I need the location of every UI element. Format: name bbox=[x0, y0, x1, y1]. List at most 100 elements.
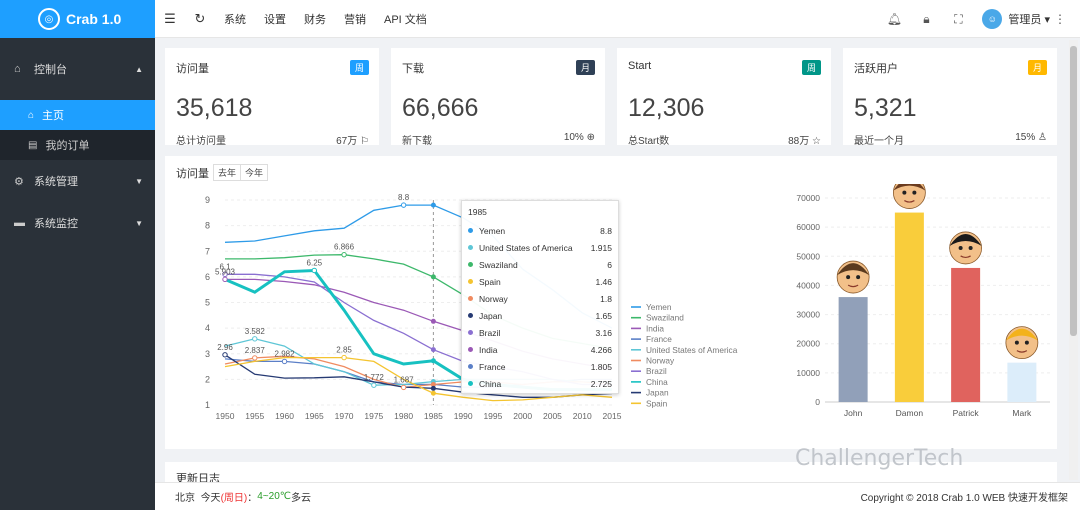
nav-link-marketing[interactable]: 营销 bbox=[344, 13, 366, 26]
sidebar-item-system-monitor[interactable]: ▬ 系统监控 ▼ bbox=[0, 202, 155, 244]
value-label-point bbox=[400, 384, 407, 391]
nav-link-api-docs[interactable]: API 文档 bbox=[384, 13, 427, 26]
avatar-face-icon bbox=[949, 231, 983, 265]
document-icon: ▤ bbox=[28, 139, 38, 151]
user-menu[interactable]: 管理员 ▾ bbox=[1008, 11, 1050, 27]
nav-link-system[interactable]: 系统 bbox=[224, 13, 246, 26]
stat-badge: 月 bbox=[575, 60, 595, 75]
bar[interactable] bbox=[951, 267, 981, 402]
fullscreen-icon[interactable]: ⛶ bbox=[954, 11, 963, 26]
download-icon: ⊕ bbox=[586, 132, 595, 143]
star-icon: ☆ bbox=[812, 136, 821, 147]
y-tick-label: 30000 bbox=[796, 310, 820, 320]
sidebar-item-label: 我的订单 bbox=[45, 140, 90, 152]
bar[interactable] bbox=[1007, 362, 1037, 402]
tooltip-dot bbox=[468, 313, 473, 318]
stat-right-text: 10% bbox=[563, 132, 584, 143]
tooltip-row: Japan 1.65 bbox=[468, 307, 612, 324]
sidebar-item-system-management[interactable]: ⚙ 系统管理 ▼ bbox=[0, 160, 155, 202]
tooltip-series-name: France bbox=[479, 361, 506, 372]
legend-label[interactable]: France bbox=[646, 334, 672, 344]
y-tick-label: 4 bbox=[205, 323, 210, 333]
legend-label[interactable]: India bbox=[646, 323, 664, 333]
chart-panel-title: 访问量 bbox=[176, 167, 209, 180]
series-point bbox=[430, 347, 436, 353]
sidebar-item-console[interactable]: ⌂ 控制台 ▲ bbox=[0, 38, 155, 100]
value-label: 6.1 bbox=[219, 262, 231, 271]
value-label-point bbox=[341, 354, 347, 361]
app-logo[interactable]: ◎ Crab 1.0 bbox=[0, 0, 155, 38]
sidebar-item-label: 系统监控 bbox=[34, 218, 78, 230]
lock-icon[interactable]: 🔒︎ bbox=[923, 11, 930, 26]
x-tick-label: 1955 bbox=[245, 411, 264, 421]
legend-label[interactable]: Spain bbox=[646, 398, 668, 408]
copyright-text: Copyright © 2018 Crab 1.0 WEB 快速开发框架 bbox=[860, 493, 1068, 504]
y-tick-label: 60000 bbox=[796, 222, 820, 232]
avatar-face-icon bbox=[836, 260, 870, 294]
value-label: 1.772 bbox=[364, 373, 385, 382]
bar[interactable] bbox=[838, 297, 868, 402]
crab-logo-icon: ◎ bbox=[38, 8, 60, 30]
bar[interactable] bbox=[894, 212, 924, 402]
x-tick-label: 2015 bbox=[603, 411, 622, 421]
stat-title: 下载 bbox=[402, 63, 424, 75]
more-vertical-icon[interactable]: ⋮ bbox=[1054, 12, 1066, 26]
stat-card-active-users: 活跃用户 月 5,321 最近一个月 15% ♙ bbox=[843, 48, 1057, 147]
scrollbar-thumb[interactable] bbox=[1070, 46, 1077, 336]
series-line bbox=[224, 356, 613, 402]
series-point bbox=[430, 382, 436, 387]
category-label: Mark bbox=[1012, 408, 1032, 418]
stat-right-text: 88万 bbox=[788, 136, 810, 147]
tooltip-dot bbox=[468, 296, 473, 301]
tooltip-series-name: Swaziland bbox=[479, 259, 518, 270]
tooltip-row: India 4.266 bbox=[468, 341, 612, 358]
monitor-icon: ▬ bbox=[14, 217, 25, 229]
stat-subtitle: 总Start数 bbox=[628, 136, 670, 147]
x-tick-label: 1980 bbox=[394, 411, 413, 421]
tooltip-series-value: 1.46 bbox=[595, 276, 612, 287]
stat-right-value: 10% ⊕ bbox=[564, 132, 595, 143]
tooltip-series-name: Norway bbox=[479, 293, 508, 304]
footer: 北京 今天 (周日)： 4~20℃ 多云 Copyright © 2018 Cr… bbox=[155, 482, 1080, 510]
series-point bbox=[430, 202, 436, 208]
legend-label[interactable]: Brazil bbox=[646, 366, 667, 376]
x-tick-label: 1960 bbox=[275, 411, 294, 421]
refresh-icon[interactable]: ↻ bbox=[194, 10, 206, 26]
series-point bbox=[430, 358, 436, 364]
menu-toggle-icon[interactable]: ☰ bbox=[164, 10, 176, 26]
tooltip-series-name: Yemen bbox=[479, 225, 506, 236]
sidebar: ◎ Crab 1.0 ⌂ 控制台 ▲ ⌂ 主页 ▤ 我的订单 ⚙ 系统管理 ▼ … bbox=[0, 0, 155, 510]
value-label: 2.982 bbox=[275, 349, 296, 358]
sidebar-item-my-orders[interactable]: ▤ 我的订单 bbox=[0, 130, 155, 160]
tooltip-dot bbox=[468, 228, 473, 233]
bell-icon[interactable]: 🔔︎ bbox=[886, 12, 903, 26]
nav-link-finance[interactable]: 财务 bbox=[304, 13, 326, 26]
sidebar-item-home[interactable]: ⌂ 主页 bbox=[0, 100, 155, 130]
page-scrollbar[interactable] bbox=[1069, 40, 1078, 480]
value-label: 8.8 bbox=[398, 193, 410, 202]
value-label: 6.25 bbox=[307, 258, 323, 267]
segment-last-year[interactable]: 去年 bbox=[213, 164, 242, 181]
legend-label[interactable]: Yemen bbox=[646, 302, 672, 312]
value-label-point bbox=[222, 352, 228, 358]
segment-this-year[interactable]: 今年 bbox=[240, 164, 269, 181]
stat-title: Start bbox=[628, 60, 652, 72]
category-label: Patrick bbox=[953, 408, 980, 418]
legend-label[interactable]: Japan bbox=[646, 388, 669, 398]
legend-label[interactable]: Norway bbox=[646, 356, 675, 366]
stat-right-text: 15% bbox=[1015, 132, 1036, 143]
nav-link-settings[interactable]: 设置 bbox=[264, 13, 286, 26]
y-tick-label: 70000 bbox=[796, 193, 820, 203]
stat-card-visits: 访问量 周 35,618 总计访问量 67万 ⚐ bbox=[165, 48, 379, 147]
value-label-point bbox=[400, 202, 407, 208]
x-tick-label: 2005 bbox=[543, 411, 562, 421]
tooltip-series-name: Spain bbox=[479, 276, 501, 287]
legend-label[interactable]: United States of America bbox=[646, 345, 738, 355]
avatar[interactable]: ☺ bbox=[982, 9, 1003, 29]
legend-label[interactable]: Swaziland bbox=[646, 313, 684, 323]
legend-label[interactable]: China bbox=[646, 377, 668, 387]
chart-header: 访问量 去年 今年 bbox=[176, 164, 269, 181]
stat-badge: 周 bbox=[801, 60, 821, 75]
tooltip-series-value: 1.805 bbox=[590, 361, 612, 372]
sidebar-item-label: 控制台 bbox=[34, 64, 67, 76]
